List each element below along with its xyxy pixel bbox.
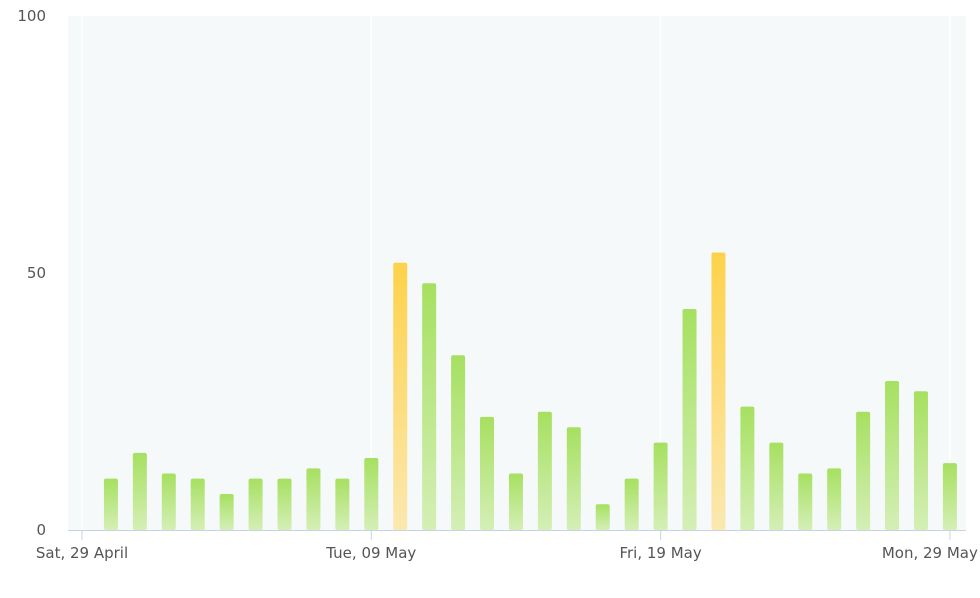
x-tick-label-3: Mon, 29 May	[882, 544, 978, 562]
axes: Sat, 29 April Tue, 09 May Fri, 19 May Mon, …	[17, 7, 978, 562]
bar-2023-05-13[interactable]	[480, 416, 495, 530]
bar-2023-05-11[interactable]	[422, 283, 437, 530]
bar-2023-05-03[interactable]	[190, 478, 205, 530]
bar-2023-05-18[interactable]	[624, 478, 639, 530]
bar-2023-05-08[interactable]	[335, 478, 350, 530]
bar-2023-05-02[interactable]	[161, 473, 176, 530]
bar-2023-04-30[interactable]	[103, 478, 118, 530]
grid-lines	[81, 16, 951, 530]
bar-2023-05-05[interactable]	[248, 478, 263, 530]
x-tick-label-0: Sat, 29 April	[36, 544, 128, 562]
bar-2023-05-12[interactable]	[451, 355, 466, 530]
y-tick-label-2: 100	[17, 7, 46, 25]
bar-2023-05-17[interactable]	[595, 504, 610, 530]
plot-area	[68, 16, 966, 530]
bar-2023-05-29[interactable]	[942, 463, 957, 530]
bar-2023-05-04[interactable]	[219, 494, 234, 530]
x-tick-label-2: Fri, 19 May	[619, 544, 701, 562]
bar-2023-05-15[interactable]	[537, 411, 552, 530]
y-tick-label-1: 50	[27, 264, 46, 282]
bar-2023-05-10[interactable]	[393, 262, 408, 530]
bar-2023-05-21[interactable]	[711, 252, 726, 530]
bar-2023-05-22[interactable]	[740, 406, 755, 530]
bar-2023-05-19[interactable]	[653, 442, 668, 530]
bar-2023-05-27[interactable]	[885, 380, 900, 530]
bar-2023-05-01[interactable]	[132, 452, 147, 530]
bar-2023-05-28[interactable]	[913, 391, 928, 530]
bars	[103, 252, 957, 530]
bar-2023-05-09[interactable]	[364, 458, 379, 530]
bar-2023-05-24[interactable]	[798, 473, 813, 530]
y-tick-label-0: 0	[36, 521, 46, 539]
bar-2023-05-16[interactable]	[566, 427, 581, 530]
bar-2023-05-25[interactable]	[827, 468, 842, 530]
x-tick-label-1: Tue, 09 May	[325, 544, 416, 562]
bar-2023-05-26[interactable]	[856, 411, 871, 530]
bar-2023-05-14[interactable]	[508, 473, 523, 530]
bar-2023-05-23[interactable]	[769, 442, 784, 530]
bar-2023-05-07[interactable]	[306, 468, 321, 530]
bar-2023-05-20[interactable]	[682, 308, 697, 530]
bar-2023-05-06[interactable]	[277, 478, 292, 530]
